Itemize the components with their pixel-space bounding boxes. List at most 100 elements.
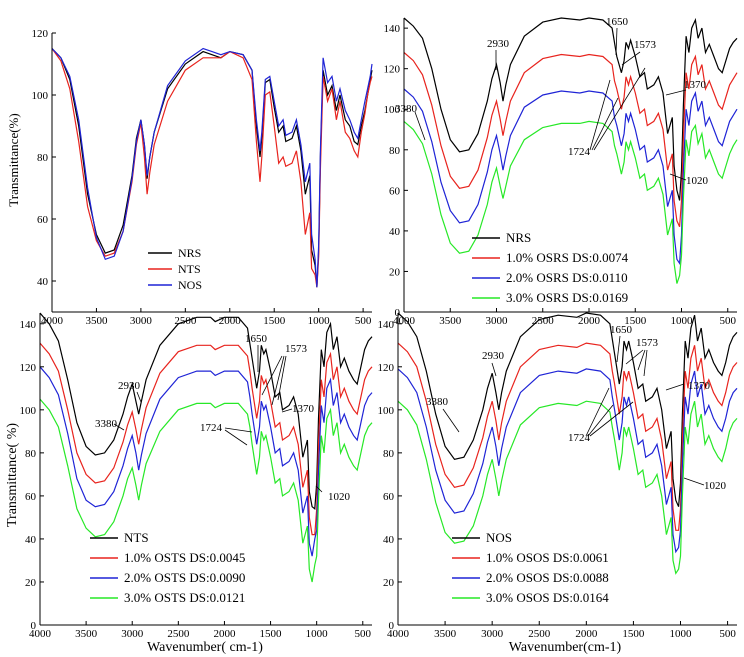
annotation-leader [589, 401, 634, 437]
x-tick-label: 3500 [85, 315, 108, 327]
y-tick-label: 40 [25, 534, 37, 546]
chart-panel-bottom-left: 0 20 40 60 80 100 120 140 4000 3500 3000 2500 2000 15… [20, 312, 373, 640]
y-tick-label: 100 [384, 104, 401, 116]
x-tick-label: 1500 [263, 315, 286, 327]
x-tick-label: 1000 [308, 315, 331, 327]
annotation-leader [585, 387, 610, 437]
series-line [39, 342, 373, 536]
x-tick-label: 4000 [387, 628, 410, 640]
x-tick-label: 3000 [481, 628, 504, 640]
y-tick-label: 120 [384, 64, 401, 76]
x-tick-label: 3000 [121, 628, 144, 640]
annotation-label: 2930 [487, 38, 510, 50]
x-tick-label: 3500 [434, 628, 457, 640]
annotation-leader [665, 89, 687, 96]
series-line [39, 312, 373, 510]
annotation-label: 1650 [606, 16, 629, 28]
series-line [39, 366, 373, 557]
x-tick-label: 2500 [167, 628, 190, 640]
annotation-label: 1020 [704, 480, 727, 492]
y-tick-label: 100 [20, 405, 37, 417]
y-tick-label: 0 [31, 620, 37, 632]
y-tick-label: 40 [389, 226, 401, 238]
annotation-leader [136, 391, 142, 403]
y-tick-label: 100 [378, 405, 395, 417]
legend-label: 3.0% OSTS DS:0.0121 [124, 590, 245, 605]
y-tick-label: 20 [389, 266, 401, 278]
y-tick-label: 140 [384, 23, 401, 35]
x-tick-label: 2500 [532, 315, 555, 327]
annotation-label: 1724 [568, 432, 591, 444]
legend-label: NRS [178, 246, 201, 260]
legend-label: 3.0% OSOS DS:0.0164 [486, 590, 609, 605]
y-tick-label: 20 [383, 577, 395, 589]
annotation-leader [277, 355, 287, 401]
annotation-leader [615, 27, 618, 56]
x-tick-label: 4000 [41, 315, 64, 327]
annotation-label: 3380 [395, 103, 418, 115]
annotation-label: 1370 [292, 403, 315, 415]
y-tick-label: 80 [389, 145, 401, 157]
x-tick-label: 3000 [486, 315, 509, 327]
annotation-leader [683, 477, 705, 486]
annotation-leader [261, 355, 283, 396]
annotation-leader [643, 349, 648, 377]
y-tick-label: 120 [378, 362, 395, 374]
annotation-label: 1573 [285, 343, 308, 355]
legend-label: 2.0% OSOS DS:0.0088 [486, 570, 609, 585]
y-tick-label: 80 [25, 448, 37, 460]
annotation-leader [625, 349, 644, 365]
annotation-leader [637, 349, 646, 371]
annotation-label: 1573 [634, 39, 657, 51]
series-line [397, 400, 738, 575]
x-tick-label: 3500 [75, 628, 98, 640]
annotation-leader [669, 173, 687, 181]
annotation-leader [271, 355, 285, 406]
legend-label: NTS [178, 262, 201, 276]
annotation-label: 2930 [118, 380, 141, 392]
annotation-label: 1020 [328, 491, 351, 503]
annotation-leader [442, 408, 460, 433]
y-tick-label: 60 [389, 185, 401, 197]
annotation-label: 1370 [688, 380, 711, 392]
series-line [403, 120, 738, 284]
series-line [397, 342, 738, 531]
y-tick-label: 60 [383, 491, 395, 503]
x-tick-label: 4000 [393, 315, 416, 327]
x-tick-label: 2000 [219, 315, 242, 327]
annotation-leader [414, 111, 426, 141]
annotation-leader [589, 79, 611, 151]
series-line [403, 52, 738, 228]
y-tick-label: 20 [25, 577, 37, 589]
annotation-label: 1650 [610, 324, 633, 336]
annotation-leader [621, 51, 641, 66]
y-tick-label: 80 [37, 152, 49, 164]
x-tick-label: 3500 [439, 315, 462, 327]
y-tick-label: 60 [37, 214, 49, 226]
legend-label: NOS [486, 530, 512, 545]
legend-label: 2.0% OSTS DS:0.0090 [124, 570, 245, 585]
series-line [397, 312, 738, 507]
annotation-leader [281, 408, 293, 413]
x-tick-label: 1000 [306, 628, 329, 640]
y-tick-label: 100 [32, 90, 49, 102]
annotation-label: 3380 [426, 396, 449, 408]
x-tick-label: 3000 [130, 315, 153, 327]
annotation-label: 1724 [200, 422, 223, 434]
x-tick-label: 4000 [29, 628, 52, 640]
x-tick-label: 2000 [575, 628, 598, 640]
x-tick-label: 500 [355, 315, 372, 327]
annotation-leader [224, 429, 248, 446]
legend-label: 1.0% OSRS DS:0.0074 [506, 250, 629, 265]
legend-label: 3.0% OSRS DS:0.0169 [506, 290, 628, 305]
series-line [51, 48, 373, 288]
annotation-leader [315, 485, 323, 493]
y-tick-label: 60 [25, 491, 37, 503]
legend-label: NRS [506, 230, 531, 245]
annotation-leader [587, 404, 614, 437]
x-tick-label: 2000 [578, 315, 601, 327]
annotation-leader [113, 423, 125, 431]
